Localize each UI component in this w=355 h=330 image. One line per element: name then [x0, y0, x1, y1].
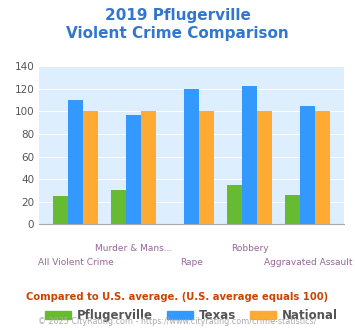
Bar [184, 89, 199, 224]
Bar [111, 190, 126, 224]
Text: © 2025 CityRating.com - https://www.cityrating.com/crime-statistics/: © 2025 CityRating.com - https://www.city… [38, 317, 317, 326]
Bar [83, 111, 98, 224]
Bar [257, 111, 272, 224]
Text: Compared to U.S. average. (U.S. average equals 100): Compared to U.S. average. (U.S. average … [26, 292, 329, 302]
Bar [68, 100, 83, 224]
Bar [53, 196, 68, 224]
Bar [126, 115, 141, 224]
Bar [285, 195, 300, 224]
Text: Violent Crime Comparison: Violent Crime Comparison [66, 26, 289, 41]
Bar [141, 111, 156, 224]
Text: All Violent Crime: All Violent Crime [38, 258, 114, 267]
Bar [199, 111, 214, 224]
Bar [315, 111, 331, 224]
Bar [242, 86, 257, 224]
Legend: Pflugerville, Texas, National: Pflugerville, Texas, National [40, 305, 343, 327]
Text: Robbery: Robbery [231, 244, 269, 253]
Bar [300, 106, 315, 224]
Text: Rape: Rape [180, 258, 203, 267]
Text: 2019 Pflugerville: 2019 Pflugerville [105, 8, 250, 23]
Bar [227, 185, 242, 224]
Text: Aggravated Assault: Aggravated Assault [263, 258, 352, 267]
Text: Murder & Mans...: Murder & Mans... [95, 244, 172, 253]
